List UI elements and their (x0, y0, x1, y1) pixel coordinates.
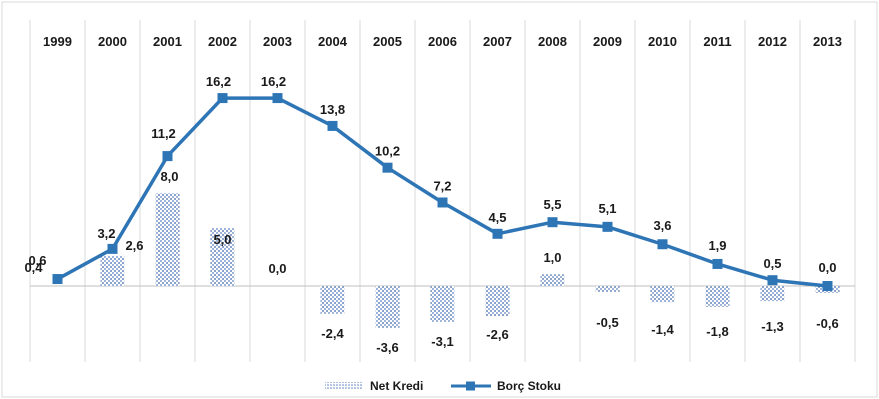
label-net-kredi-2012: -1,3 (761, 319, 783, 334)
label-net-kredi-2013: -0,6 (816, 316, 838, 331)
marker-borc-stoku-2000 (107, 243, 118, 254)
marker-borc-stoku-2009 (602, 221, 613, 232)
bar-net-kredi-2005 (375, 286, 400, 328)
label-borc-stoku-2001: 11,2 (151, 126, 176, 141)
marker-borc-stoku-2004 (327, 120, 338, 131)
labels-layer: 1999 2000 2001 2002 2003 2004 2005 2006 2007 2008… (24, 34, 842, 355)
marker-borc-stoku-1999 (52, 274, 63, 285)
bar-net-kredi-2006 (430, 286, 455, 322)
label-borc-stoku-2009: 5,1 (598, 201, 616, 216)
year-label-2002: 2002 (208, 34, 237, 49)
label-net-kredi-1999: 0,4 (24, 260, 43, 275)
line-layer (52, 93, 833, 291)
marker-borc-stoku-2013 (822, 281, 833, 291)
label-net-kredi-2005: -3,6 (376, 340, 398, 355)
bar-net-kredi-2012 (760, 286, 785, 302)
year-label-1999: 1999 (43, 34, 72, 49)
year-label-2008: 2008 (538, 34, 567, 49)
label-borc-stoku-2000: 3,2 (97, 226, 115, 241)
bar-net-kredi-2008 (540, 274, 565, 286)
year-label-2000: 2000 (98, 34, 127, 49)
year-label-2004: 2004 (318, 34, 348, 49)
bar-net-kredi-2011 (705, 286, 730, 307)
bar-net-kredi-2002 (210, 228, 235, 286)
bar-net-kredi-2000 (100, 255, 125, 286)
marker-borc-stoku-2006 (437, 197, 448, 208)
marker-borc-stoku-2002 (217, 93, 228, 104)
label-net-kredi-2002: 5,0 (213, 232, 231, 247)
label-borc-stoku-2002: 16,2 (206, 74, 231, 89)
label-net-kredi-2004: -2,4 (321, 326, 344, 341)
label-net-kredi-2010: -1,4 (651, 322, 674, 337)
label-borc-stoku-2007: 4,5 (488, 210, 506, 225)
legend-net-kredi-swatch (325, 382, 363, 390)
bar-net-kredi-2009 (595, 286, 620, 292)
label-borc-stoku-2006: 7,2 (433, 178, 451, 193)
label-net-kredi-2006: -3,1 (431, 334, 453, 349)
bar-net-kredi-2007 (485, 286, 510, 317)
label-borc-stoku-2003: 16,2 (261, 74, 286, 89)
marker-borc-stoku-2003 (272, 93, 283, 104)
bar-net-kredi-2001 (155, 193, 180, 286)
marker-borc-stoku-2005 (382, 162, 393, 173)
label-borc-stoku-1999: 0,6 (28, 253, 46, 268)
marker-borc-stoku-2010 (657, 239, 668, 250)
bar-net-kredi-2004 (320, 286, 345, 314)
label-borc-stoku-2010: 3,6 (653, 218, 671, 233)
grid-layer (29, 20, 856, 362)
legend-net-kredi-label: Net Kredi (370, 379, 423, 393)
label-borc-stoku-2012: 0,5 (763, 256, 781, 271)
label-net-kredi-2009: -0,5 (596, 315, 618, 330)
legend-borc-stoku-marker (466, 381, 475, 391)
label-net-kredi-2011: -1,8 (706, 324, 728, 339)
marker-borc-stoku-2007 (492, 228, 503, 239)
year-label-2013: 2013 (813, 34, 842, 49)
year-label-2001: 2001 (153, 34, 182, 49)
year-label-2006: 2006 (428, 34, 457, 49)
year-label-2012: 2012 (758, 34, 787, 49)
marker-borc-stoku-2008 (547, 217, 558, 228)
marker-borc-stoku-2011 (712, 258, 723, 269)
label-borc-stoku-2013: 0,0 (818, 260, 836, 275)
year-label-2010: 2010 (648, 34, 677, 49)
label-borc-stoku-2011: 1,9 (708, 238, 726, 253)
year-label-2007: 2007 (483, 34, 512, 49)
label-net-kredi-2000: 2,6 (125, 238, 143, 253)
year-label-2005: 2005 (373, 34, 402, 49)
bar-net-kredi-2010 (650, 286, 675, 303)
year-label-2003: 2003 (263, 34, 292, 49)
marker-borc-stoku-2001 (162, 151, 173, 162)
label-net-kredi-2001: 8,0 (160, 169, 178, 184)
label-net-kredi-2008: 1,0 (543, 250, 561, 265)
label-borc-stoku-2004: 13,8 (320, 102, 345, 117)
label-borc-stoku-2005: 10,2 (375, 144, 400, 159)
label-net-kredi-2007: -2,6 (486, 327, 508, 342)
legend-borc-stoku-label: Borç Stoku (497, 379, 561, 393)
bars-layer (100, 193, 840, 328)
marker-borc-stoku-2012 (767, 275, 778, 286)
label-borc-stoku-2008: 5,5 (543, 197, 561, 212)
legend: Net Kredi Borç Stoku (325, 379, 561, 393)
label-net-kredi-2003: 0,0 (268, 261, 286, 276)
year-label-2011: 2011 (703, 34, 731, 49)
year-label-2009: 2009 (593, 34, 622, 49)
